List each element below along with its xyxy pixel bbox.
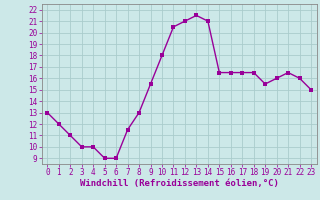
X-axis label: Windchill (Refroidissement éolien,°C): Windchill (Refroidissement éolien,°C) <box>80 179 279 188</box>
